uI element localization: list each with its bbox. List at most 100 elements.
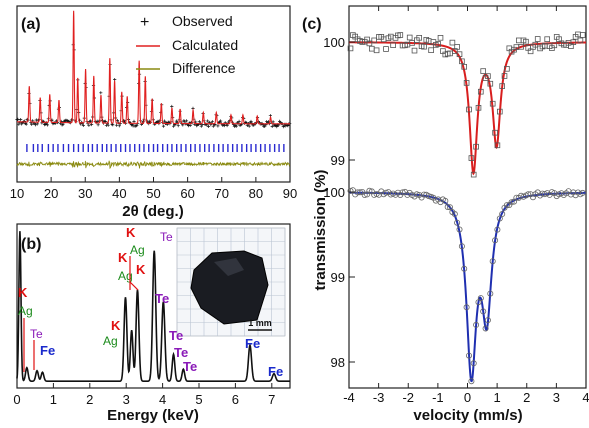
x-tick-label: -3 bbox=[373, 390, 385, 405]
x-tick-label: 4 bbox=[582, 390, 589, 405]
observed-point bbox=[275, 125, 279, 129]
panel-c-ticks: 100 99 100 99 98 -4 -3 -2 -1 0 1 2 3 4 bbox=[323, 6, 589, 405]
data-point bbox=[470, 171, 477, 178]
data-point bbox=[463, 304, 470, 311]
data-point bbox=[454, 44, 460, 50]
x-tick-label: 30 bbox=[78, 186, 92, 201]
data-point bbox=[466, 106, 472, 113]
calculated-curve bbox=[17, 10, 290, 125]
data-point bbox=[544, 36, 550, 42]
data-point bbox=[484, 317, 491, 324]
data-point bbox=[421, 43, 427, 50]
data-point bbox=[390, 42, 396, 48]
data-point bbox=[485, 73, 491, 79]
fit-line bbox=[349, 191, 587, 383]
panel-a-x-ticks: 10 20 30 40 50 60 70 80 90 bbox=[10, 177, 297, 201]
observed-point bbox=[19, 118, 23, 122]
observed-point bbox=[35, 122, 39, 126]
data-point bbox=[468, 378, 475, 385]
observed-point bbox=[170, 104, 174, 109]
data-point bbox=[470, 360, 477, 367]
observed-point bbox=[207, 124, 211, 128]
observed-point bbox=[33, 123, 37, 127]
data-point bbox=[532, 41, 539, 48]
observed-point bbox=[81, 123, 85, 127]
data-point bbox=[368, 45, 375, 52]
annotation-k: K bbox=[18, 285, 28, 300]
data-point bbox=[416, 35, 422, 41]
data-point bbox=[411, 47, 418, 54]
data-point bbox=[523, 38, 529, 45]
x-tick-label: 7 bbox=[268, 392, 275, 407]
observed-point bbox=[103, 119, 108, 123]
edx-line bbox=[16, 231, 290, 382]
observed-point bbox=[249, 119, 253, 124]
annotation-te: Te bbox=[183, 359, 197, 374]
data-point bbox=[442, 197, 449, 204]
legend-difference: Difference bbox=[172, 60, 236, 76]
observed-point bbox=[183, 119, 187, 123]
data-point bbox=[477, 88, 484, 95]
annotation-te: Te bbox=[174, 345, 188, 360]
data-point bbox=[473, 143, 479, 150]
data-point bbox=[551, 42, 558, 49]
fit-line bbox=[349, 41, 586, 176]
data-point bbox=[383, 46, 389, 52]
data-point bbox=[487, 290, 494, 297]
data-point bbox=[480, 68, 486, 74]
legend-observed: Observed bbox=[172, 13, 233, 29]
data-point bbox=[480, 308, 487, 315]
data-point bbox=[347, 45, 354, 52]
observed-point bbox=[216, 124, 220, 128]
calculated-line bbox=[17, 10, 290, 125]
crystal-photo-inset: 1 mm bbox=[176, 227, 286, 337]
data-point bbox=[494, 226, 501, 233]
crystal-highlight bbox=[214, 258, 244, 276]
x-tick-label: 70 bbox=[215, 186, 229, 201]
observed-point bbox=[210, 120, 214, 124]
data-point bbox=[459, 58, 465, 65]
difference-curve bbox=[16, 160, 291, 170]
panel-b-xlabel: Energy (keV) bbox=[107, 407, 199, 424]
data-point bbox=[449, 39, 456, 46]
annotation-arrow bbox=[129, 281, 139, 291]
x-tick-label: 90 bbox=[283, 186, 297, 201]
data-point bbox=[516, 37, 522, 44]
data-point bbox=[508, 199, 515, 206]
data-point bbox=[492, 129, 498, 136]
observed-point bbox=[270, 124, 274, 128]
y-tick-label: 99 bbox=[331, 270, 345, 285]
panel-a-label: (a) bbox=[21, 16, 41, 33]
panel-b-label: (b) bbox=[21, 236, 41, 253]
panel-c-label: (c) bbox=[302, 16, 322, 33]
annotation-ag: Ag bbox=[118, 269, 133, 283]
observed-point bbox=[211, 124, 215, 128]
panel-b-frame bbox=[16, 223, 291, 389]
observed-point bbox=[114, 123, 119, 127]
observed-point bbox=[117, 124, 121, 128]
data-point bbox=[435, 41, 441, 47]
data-point bbox=[371, 37, 377, 44]
observed-point bbox=[225, 123, 229, 128]
observed-point bbox=[17, 122, 21, 126]
x-tick-label: 1 bbox=[494, 390, 501, 405]
panel-c-mossbauer: 100 99 100 99 98 -4 -3 -2 -1 0 1 2 3 4 (c) transmissi… bbox=[302, 5, 589, 424]
observed-point bbox=[174, 119, 178, 123]
mossbauer-top-spectrum bbox=[347, 31, 586, 178]
panel-a-legend: + Observed Calculated Difference bbox=[136, 13, 238, 76]
observed-point bbox=[206, 119, 210, 123]
x-tick-label: 4 bbox=[159, 392, 166, 407]
observed-point bbox=[188, 123, 192, 127]
x-tick-label: 5 bbox=[195, 392, 202, 407]
difference-line bbox=[16, 160, 291, 170]
x-tick-label: 2 bbox=[523, 390, 530, 405]
annotation-k: K bbox=[126, 225, 136, 240]
observed-point bbox=[197, 120, 201, 124]
x-tick-label: -2 bbox=[402, 390, 414, 405]
mossbauer-bottom-spectrum bbox=[347, 187, 587, 385]
data-point bbox=[492, 237, 499, 244]
observed-point bbox=[247, 124, 251, 128]
annotation-k: K bbox=[136, 262, 146, 277]
data-point bbox=[501, 73, 508, 79]
